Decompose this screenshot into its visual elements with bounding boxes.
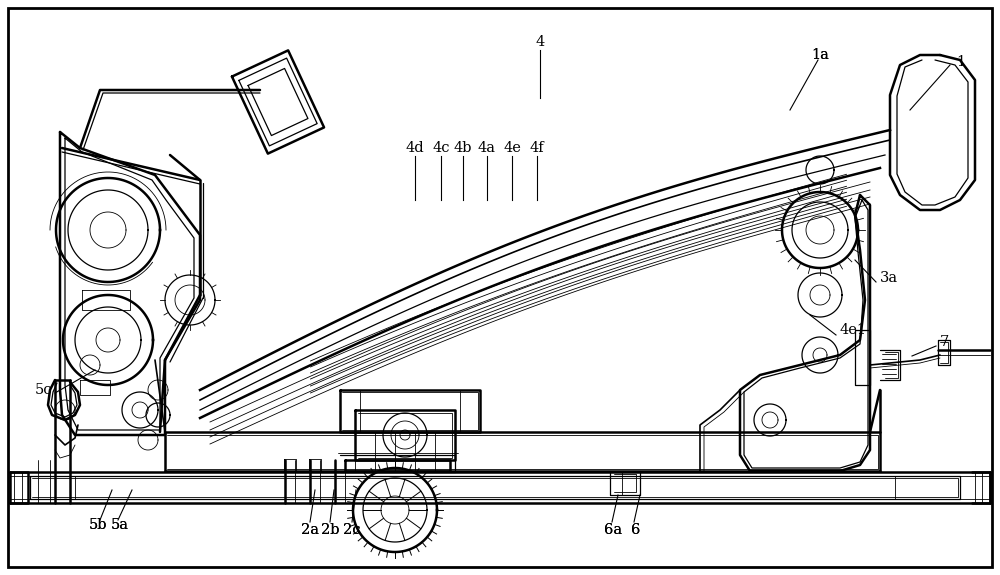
Text: 2c: 2c <box>343 523 361 537</box>
Text: 5c: 5c <box>34 383 52 397</box>
Text: 2b: 2b <box>321 523 339 537</box>
Text: 2a: 2a <box>301 523 319 537</box>
Text: 4f: 4f <box>530 141 544 155</box>
Text: 2b: 2b <box>321 523 339 537</box>
Text: 1a: 1a <box>811 48 829 62</box>
Text: 3a: 3a <box>880 271 898 285</box>
Text: 1a: 1a <box>811 48 829 62</box>
Text: 6a: 6a <box>604 523 622 537</box>
Text: 5b: 5b <box>89 518 107 532</box>
Text: 5a: 5a <box>111 518 129 532</box>
Text: 1: 1 <box>956 55 965 69</box>
Text: 4e: 4e <box>503 141 521 155</box>
Text: 2a: 2a <box>301 523 319 537</box>
Text: 4d: 4d <box>406 141 424 155</box>
Text: 5a: 5a <box>111 518 129 532</box>
Text: 6a: 6a <box>604 523 622 537</box>
Text: 4e1: 4e1 <box>840 323 867 337</box>
Text: 4b: 4b <box>454 141 472 155</box>
Text: 4c: 4c <box>432 141 450 155</box>
Text: 6: 6 <box>631 523 641 537</box>
Text: 7: 7 <box>940 335 949 349</box>
Text: 4a: 4a <box>478 141 496 155</box>
Text: 6: 6 <box>631 523 641 537</box>
Text: 2c: 2c <box>343 523 361 537</box>
Text: 5b: 5b <box>89 518 107 532</box>
Text: 4: 4 <box>535 35 545 49</box>
